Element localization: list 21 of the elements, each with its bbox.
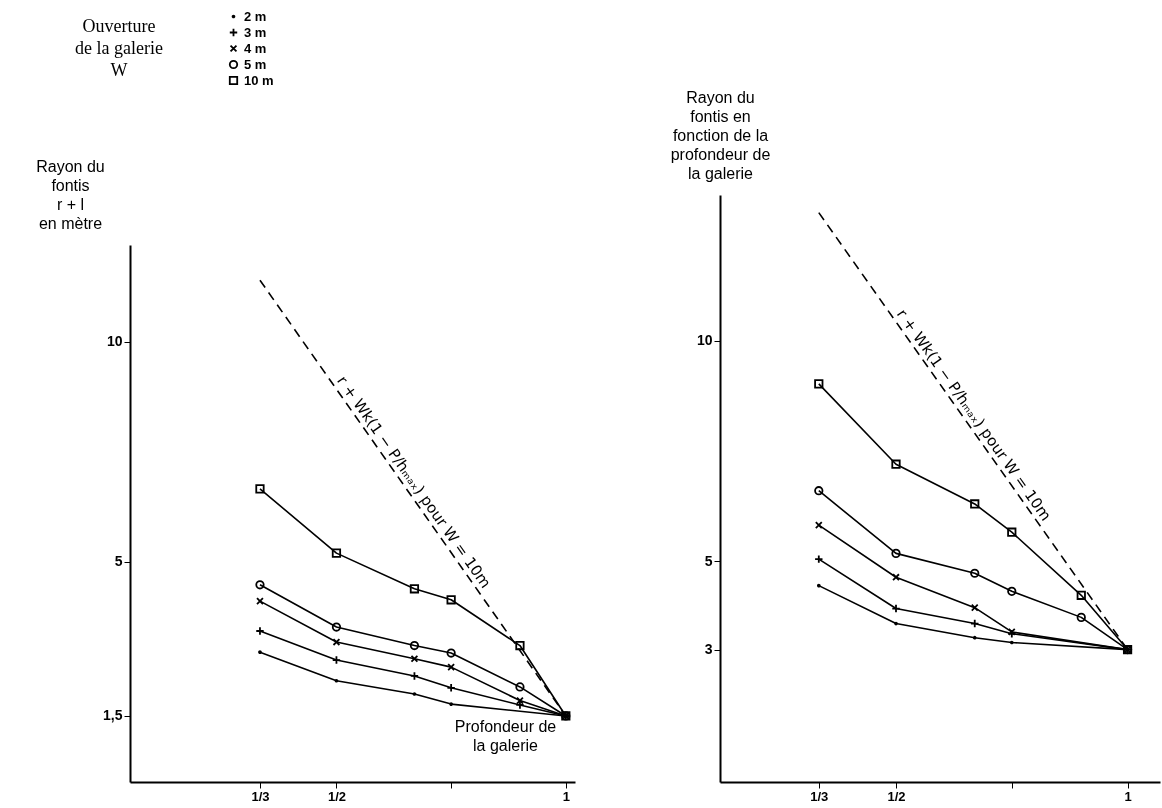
x-axis-title: Profondeur de la galerie <box>454 717 557 754</box>
y-tick-label: 10 <box>106 333 123 350</box>
y-tick-label: 5 <box>114 553 123 570</box>
y-tick-label: 10 <box>696 332 713 349</box>
legend-label: 5 m <box>244 56 267 72</box>
x-tick-label: 1/2 <box>887 788 906 804</box>
legend-label: 3 m <box>244 24 267 40</box>
legend-title: Ouverture de la galerie W <box>75 16 163 80</box>
legend-label: 10 m <box>244 72 274 88</box>
y-tick-label: 5 <box>704 552 713 569</box>
legend-label: 2 m <box>244 8 267 24</box>
y-axis-title: Rayon du fontis r + l en mètre <box>36 157 105 232</box>
x-tick-label: 1 <box>562 788 570 804</box>
y-tick-label: 3 <box>704 641 713 658</box>
x-tick-label: 1/3 <box>251 788 270 804</box>
x-tick-label: 1/2 <box>327 788 346 804</box>
x-tick-label: 1/3 <box>810 788 829 804</box>
x-tick-label: 1 <box>1124 788 1132 804</box>
legend-label: 4 m <box>244 40 267 56</box>
y-tick-label: 1,5 <box>103 707 123 724</box>
y-axis-title: Rayon du fontis en fonction de la profondeur de la galerie <box>670 88 771 182</box>
